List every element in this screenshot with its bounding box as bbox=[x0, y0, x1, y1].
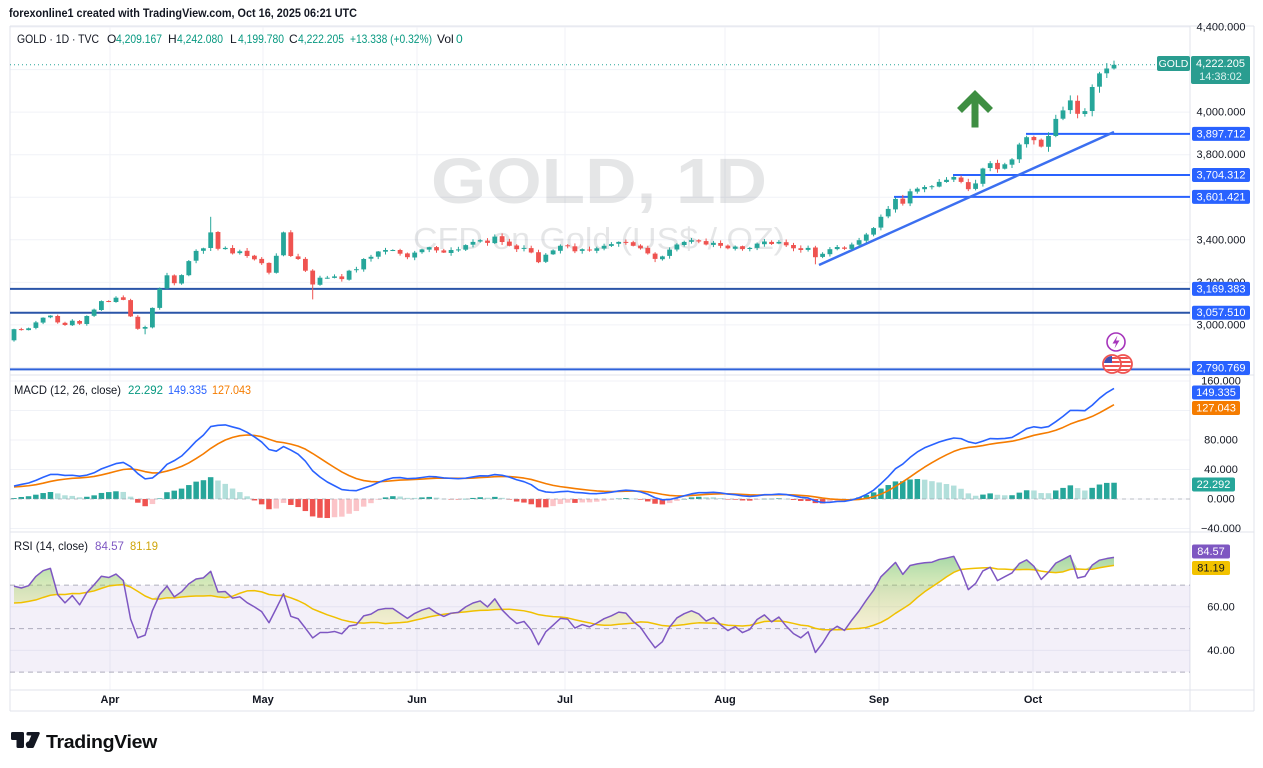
svg-text:4,209.167: 4,209.167 bbox=[116, 32, 162, 46]
svg-text:3,704.312: 3,704.312 bbox=[1197, 170, 1246, 182]
svg-text:22.292: 22.292 bbox=[128, 383, 163, 397]
svg-text:RSI (14, close): RSI (14, close) bbox=[14, 539, 88, 553]
svg-text:Jun: Jun bbox=[407, 694, 427, 706]
svg-text:+13.338 (+0.32%): +13.338 (+0.32%) bbox=[350, 32, 432, 46]
svg-text:2,790.769: 2,790.769 bbox=[1197, 363, 1246, 375]
svg-text:3,000.000: 3,000.000 bbox=[1197, 319, 1246, 331]
svg-text:TradingView: TradingView bbox=[46, 732, 158, 752]
svg-text:127.043: 127.043 bbox=[212, 383, 251, 397]
svg-text:40.00: 40.00 bbox=[1207, 645, 1235, 657]
svg-text:84.57: 84.57 bbox=[1197, 546, 1225, 558]
svg-text:C: C bbox=[289, 32, 298, 46]
svg-text:3,169.383: 3,169.383 bbox=[1197, 283, 1246, 295]
svg-text:84.57: 84.57 bbox=[95, 539, 124, 553]
svg-text:4,199.780: 4,199.780 bbox=[238, 32, 284, 46]
svg-text:MACD (12, 26, close): MACD (12, 26, close) bbox=[14, 383, 121, 397]
svg-text:4,222.205: 4,222.205 bbox=[298, 32, 344, 46]
svg-text:3,800.000: 3,800.000 bbox=[1197, 149, 1246, 161]
svg-text:Oct: Oct bbox=[1024, 694, 1043, 706]
svg-text:60.00: 60.00 bbox=[1207, 601, 1235, 613]
svg-text:3,897.712: 3,897.712 bbox=[1197, 128, 1246, 140]
svg-text:4,000.000: 4,000.000 bbox=[1197, 107, 1246, 119]
svg-text:4,222.205: 4,222.205 bbox=[1196, 58, 1245, 70]
svg-text:Aug: Aug bbox=[714, 694, 735, 706]
svg-text:14:38:02: 14:38:02 bbox=[1199, 71, 1242, 83]
svg-text:Sep: Sep bbox=[869, 694, 889, 706]
svg-text:4,242.080: 4,242.080 bbox=[177, 32, 223, 46]
svg-text:81.19: 81.19 bbox=[1197, 563, 1225, 575]
svg-text:Vol: Vol bbox=[437, 32, 454, 46]
svg-text:81.19: 81.19 bbox=[130, 539, 158, 553]
svg-text:160.000: 160.000 bbox=[1201, 376, 1241, 388]
svg-text:3,057.510: 3,057.510 bbox=[1197, 307, 1246, 319]
svg-text:GOLD · 1D · TVC: GOLD · 1D · TVC bbox=[17, 32, 99, 46]
svg-text:149.335: 149.335 bbox=[168, 383, 207, 397]
svg-text:149.335: 149.335 bbox=[1196, 387, 1236, 399]
svg-text:40.000: 40.000 bbox=[1204, 464, 1238, 476]
svg-text:H: H bbox=[168, 32, 177, 46]
svg-text:GOLD: GOLD bbox=[1159, 58, 1189, 70]
svg-text:0: 0 bbox=[456, 32, 463, 46]
svg-text:4,400.000: 4,400.000 bbox=[1197, 22, 1246, 34]
svg-text:forexonline1 created with Trad: forexonline1 created with TradingView.co… bbox=[9, 6, 357, 20]
svg-text:−40.000: −40.000 bbox=[1201, 523, 1241, 535]
svg-text:3,601.421: 3,601.421 bbox=[1197, 191, 1246, 203]
svg-text:3,400.000: 3,400.000 bbox=[1197, 234, 1246, 246]
svg-text:L: L bbox=[230, 32, 237, 46]
svg-text:Apr: Apr bbox=[101, 694, 121, 706]
svg-text:22.292: 22.292 bbox=[1197, 479, 1231, 491]
svg-text:80.000: 80.000 bbox=[1204, 435, 1238, 447]
svg-text:May: May bbox=[252, 694, 274, 706]
svg-text:127.043: 127.043 bbox=[1196, 403, 1236, 415]
svg-text:Jul: Jul bbox=[557, 694, 573, 706]
svg-text:GOLD, 1D: GOLD, 1D bbox=[431, 145, 767, 217]
svg-text:0.000: 0.000 bbox=[1207, 494, 1235, 506]
svg-text:O: O bbox=[107, 32, 116, 46]
